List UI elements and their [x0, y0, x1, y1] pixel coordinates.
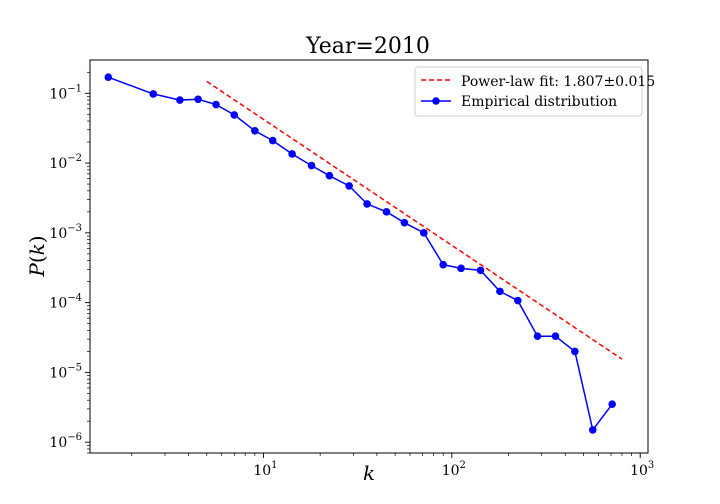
empirical-data-point	[420, 229, 428, 237]
empirical-data-point	[251, 127, 259, 135]
empirical-data-point	[571, 347, 579, 356]
empirical-data-point	[268, 136, 277, 145]
empirical-data-point	[345, 182, 353, 190]
legend: Power-law fit: 1.807±0.015 Empirical dis…	[414, 66, 655, 117]
y-tick-label: 10−4	[49, 293, 82, 312]
y-axis-label: P(k)	[25, 235, 49, 277]
empirical-data-point	[363, 200, 371, 208]
empirical-data-point	[400, 218, 409, 227]
empirical-data-point	[551, 332, 560, 341]
y-tick-label: 10−5	[49, 362, 82, 381]
legend-empirical-label: Empirical distribution	[461, 94, 617, 110]
x-tick-label: 101	[253, 460, 277, 479]
y-tick-label: 10−1	[49, 83, 82, 102]
empirical-data-point	[382, 208, 391, 216]
empirical-data-point	[439, 260, 448, 269]
y-axis: 10−6 10−5 10−4 10−3 10−2 10−1	[49, 71, 90, 454]
y-tick-label: 10−3	[49, 223, 82, 242]
empirical-data-point	[288, 150, 296, 158]
empirical-data-point	[230, 111, 239, 119]
x-tick-label: 103	[630, 460, 654, 479]
empirical-data-point	[212, 100, 220, 109]
series-layer	[104, 73, 623, 434]
legend-fit-label: Power-law fit: 1.807±0.015	[461, 74, 655, 90]
empirical-data-point	[104, 73, 113, 82]
empirical-data-point	[176, 96, 184, 104]
empirical-data-point	[476, 266, 485, 275]
empirical-data-point	[533, 332, 542, 341]
empirical-data-point	[149, 90, 158, 98]
plot-area	[89, 59, 649, 454]
plot-frame	[89, 59, 649, 454]
y-tick-label: 10−2	[49, 153, 82, 172]
empirical-data-point	[608, 400, 616, 409]
empirical-data-point	[325, 171, 334, 180]
legend-box	[414, 66, 643, 117]
x-axis: 101 102 103	[131, 453, 654, 479]
chart-title: Year=2010	[305, 34, 430, 59]
x-tick-label: 102	[442, 460, 466, 479]
empirical-data-point	[588, 426, 597, 434]
empirical-data-point	[194, 95, 202, 104]
power-law-fit-line	[206, 80, 623, 360]
empirical-data-point	[457, 264, 465, 273]
x-axis-label: k	[363, 461, 375, 485]
empirical-data-point	[514, 296, 522, 305]
empirical-data-point	[307, 161, 316, 170]
y-tick-label: 10−6	[49, 432, 82, 451]
empirical-data-point	[496, 287, 504, 296]
legend-empirical-marker	[432, 97, 440, 105]
